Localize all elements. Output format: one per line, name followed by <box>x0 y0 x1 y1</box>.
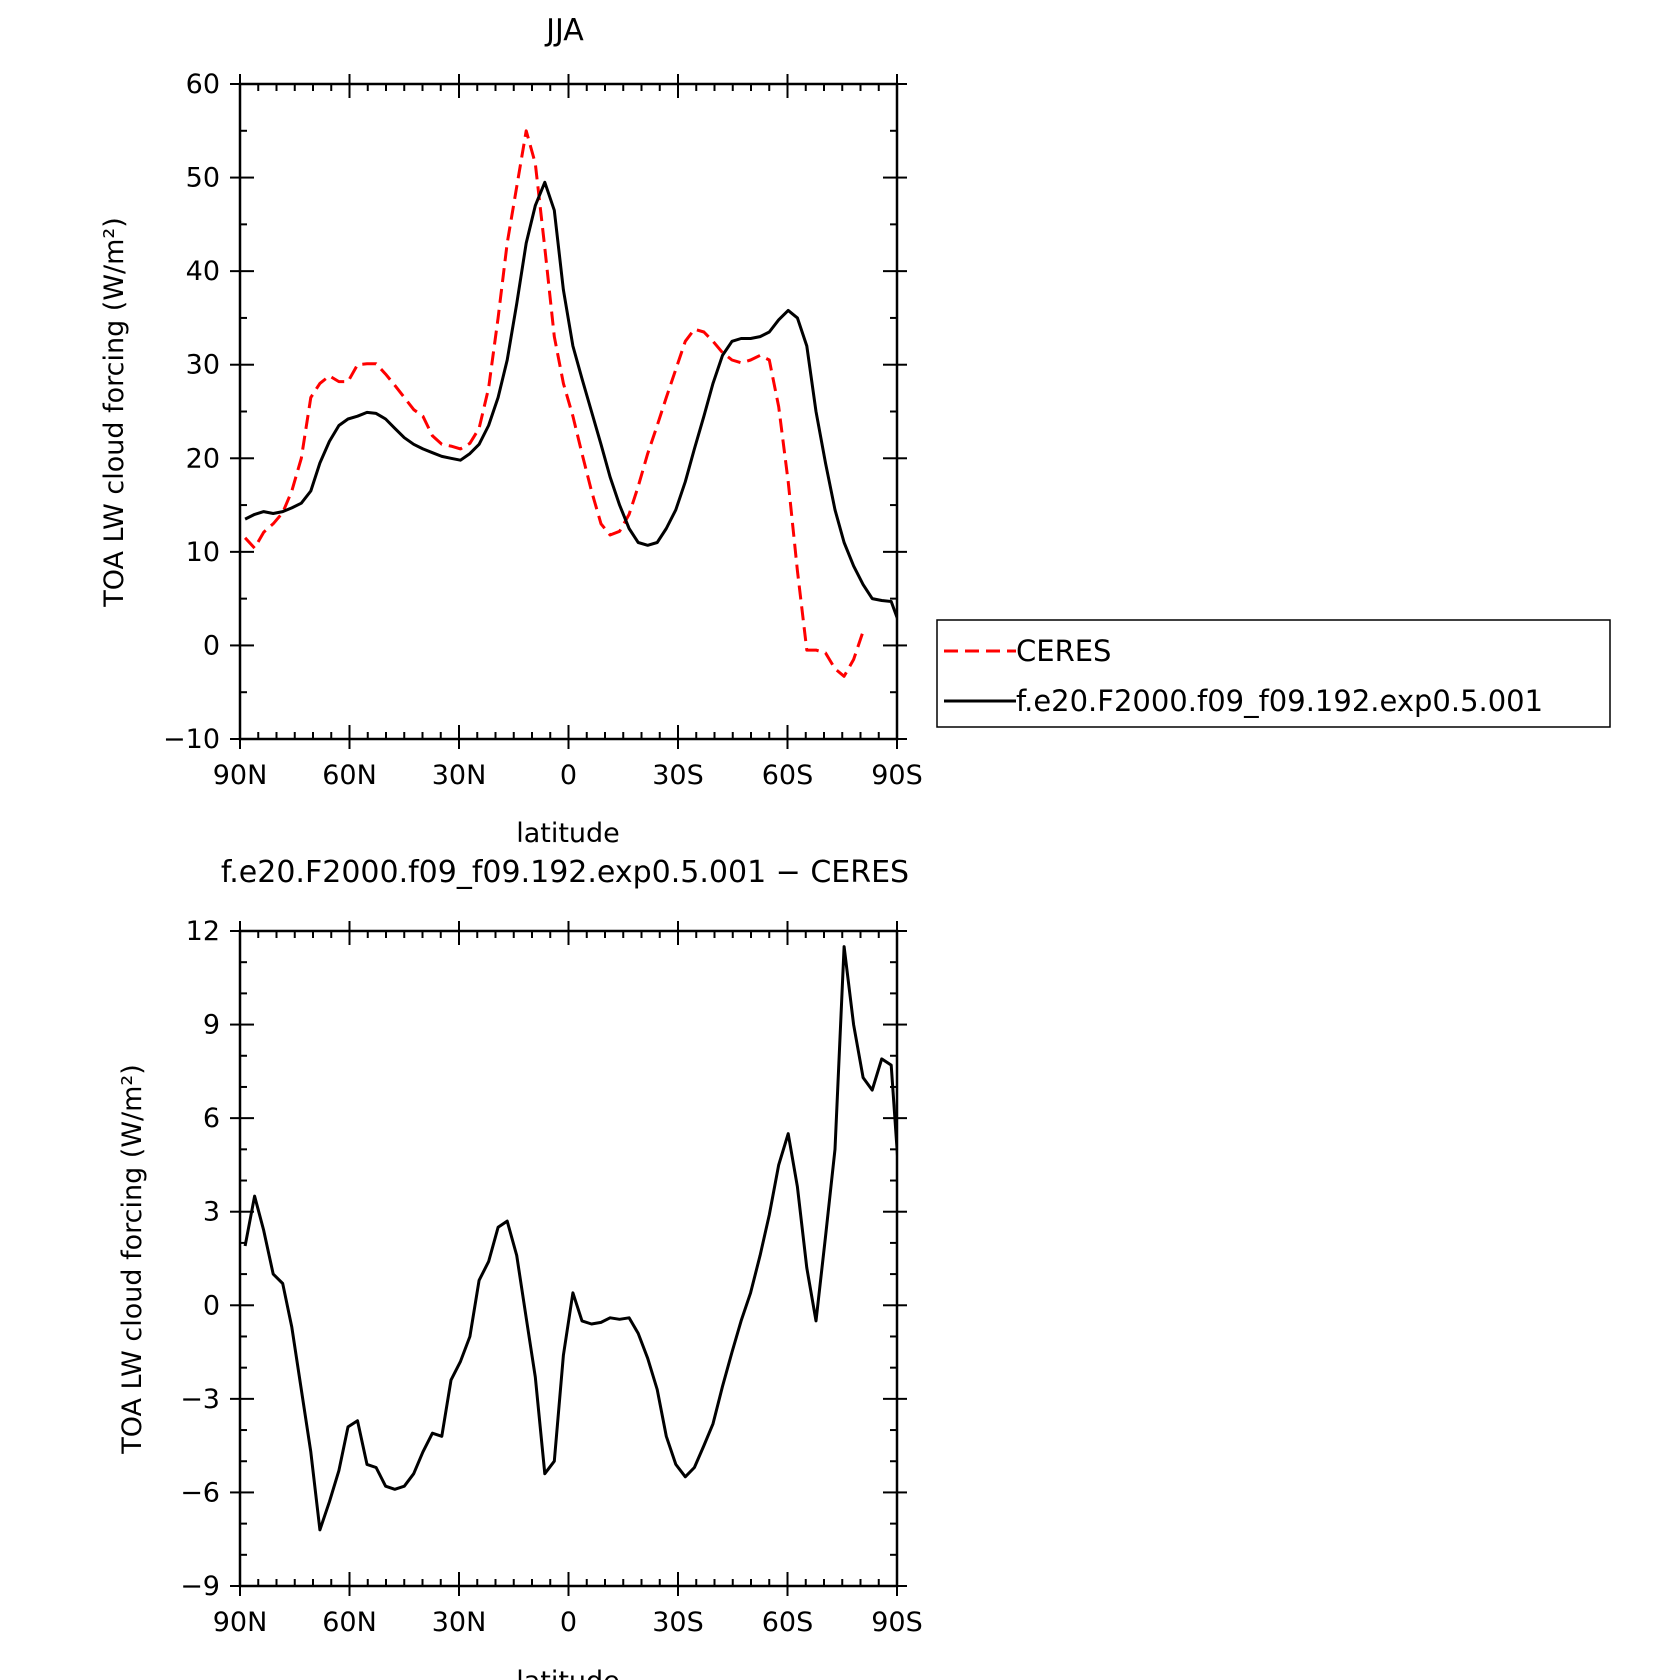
bottom-y-tick-label: −6 <box>180 1477 220 1508</box>
bottom-y-tick-label: −3 <box>180 1384 220 1415</box>
top-series-line-f-e20-f2000-f09-f09-192-exp0-5-001 <box>244 180 897 621</box>
top-y-tick-label: 40 <box>186 256 220 287</box>
bottom-y-tick-label: −9 <box>180 1571 220 1602</box>
top-x-axis-label: latitude <box>516 818 620 849</box>
bottom-x-tick-label: 30N <box>432 1607 487 1638</box>
top-y-tick-label: 10 <box>186 537 220 568</box>
bottom-x-tick-label: 30S <box>652 1607 704 1638</box>
bottom-y-tick-label: 6 <box>203 1103 220 1134</box>
top-y-axis-label: TOA LW cloud forcing (W/m²) <box>99 217 130 608</box>
top-axis-ticks <box>230 74 907 749</box>
top-x-tick-label: 60N <box>322 760 377 791</box>
legend: CERES f.e20.F2000.f09_f09.192.exp0.5.001 <box>936 619 1611 728</box>
bottom-y-tick-label: 12 <box>186 916 220 947</box>
bottom-x-tick-label: 90N <box>213 1607 268 1638</box>
top-series-lines <box>243 129 897 678</box>
top-x-tick-label: 90N <box>213 760 268 791</box>
bottom-series-line-difference <box>243 945 897 1532</box>
top-x-tick-label: 90S <box>871 760 923 791</box>
top-series-line-ceres <box>243 129 865 678</box>
legend-label-ceres: CERES <box>1016 634 1111 668</box>
bottom-x-axis-label: latitude <box>516 1666 620 1680</box>
bottom-plot-frame <box>238 929 899 1588</box>
top-y-tick-label: 20 <box>186 443 220 474</box>
top-tick-labels: 90N 60N 30N 0 30S 60S 90S −10 0 10 20 30 40 50 60 <box>163 69 923 791</box>
bottom-y-axis-label: TOA LW cloud forcing (W/m²) <box>117 1064 148 1455</box>
bottom-tick-labels: 90N 60N 30N 0 30S 60S 90S −9 −6 −3 0 3 6 9 12 <box>180 916 923 1638</box>
bottom-x-tick-label: 60N <box>322 1607 377 1638</box>
top-y-tick-label: −10 <box>163 724 220 755</box>
bottom-series-lines <box>243 945 897 1532</box>
top-x-tick-label: 0 <box>560 760 577 791</box>
top-y-tick-label: 30 <box>186 350 220 381</box>
top-plot-frame <box>238 82 899 741</box>
bottom-chart-title: f.e20.F2000.f09_f09.192.exp0.5.001 − CER… <box>221 855 909 890</box>
top-y-tick-label: 0 <box>203 630 220 661</box>
top-chart-title: JJA <box>544 13 584 48</box>
top-x-tick-label: 30N <box>432 760 487 791</box>
bottom-y-tick-label: 9 <box>203 1010 220 1041</box>
bottom-y-tick-label: 0 <box>203 1290 220 1321</box>
bottom-x-tick-label: 60S <box>762 1607 814 1638</box>
bottom-x-tick-label: 0 <box>560 1607 577 1638</box>
top-y-tick-label: 60 <box>186 69 220 100</box>
top-y-tick-label: 50 <box>186 163 220 194</box>
top-x-tick-label: 30S <box>652 760 704 791</box>
bottom-y-tick-label: 3 <box>203 1197 220 1228</box>
bottom-x-tick-label: 90S <box>871 1607 923 1638</box>
legend-label-model: f.e20.F2000.f09_f09.192.exp0.5.001 <box>1016 684 1543 718</box>
top-panel: JJA 90N 60N 30N 0 30S 60S 90S−100102030405060 … <box>99 13 1611 849</box>
top-x-tick-label: 60S <box>762 760 814 791</box>
bottom-panel: f.e20.F2000.f09_f09.192.exp0.5.001 − CER… <box>117 855 923 1680</box>
legend-box <box>936 619 1611 728</box>
